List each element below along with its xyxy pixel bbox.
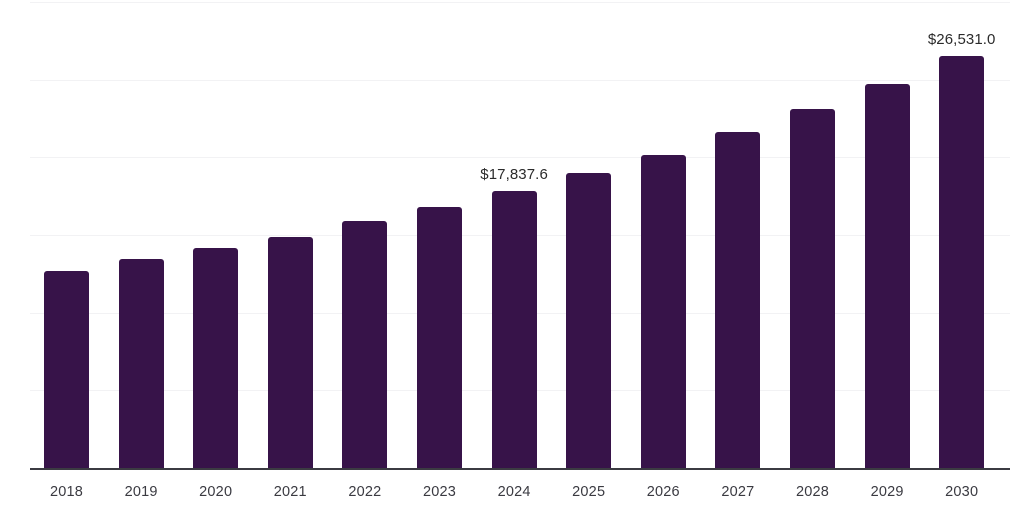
- bar-2020[interactable]: [193, 248, 239, 468]
- bar-2024[interactable]: [491, 190, 537, 468]
- bar-2028[interactable]: [790, 108, 835, 468]
- x-tick-label-2019: 2019: [124, 484, 158, 500]
- x-tick-label-2023: 2023: [422, 484, 457, 500]
- bar-2029[interactable]: [864, 83, 910, 468]
- x-tick-label-2024: 2024: [497, 484, 531, 500]
- bar-2021[interactable]: [267, 236, 313, 468]
- x-axis-line: [30, 468, 1010, 470]
- x-tick-label-2027: 2027: [721, 484, 755, 500]
- x-tick-label-2018: 2018: [49, 484, 84, 500]
- x-tick-label-2026: 2026: [646, 484, 680, 500]
- x-tick-label-2021: 2021: [273, 484, 307, 500]
- bar-2022[interactable]: [342, 220, 388, 468]
- bar-2026[interactable]: [640, 154, 686, 468]
- x-tick-label-2028: 2028: [795, 484, 830, 500]
- x-tick-label-2030: 2030: [945, 484, 979, 500]
- x-tick-label-2029: 2029: [870, 484, 904, 500]
- bar-2018[interactable]: [44, 270, 89, 468]
- x-tick-label-2020: 2020: [199, 484, 233, 500]
- bar-2019[interactable]: [118, 259, 164, 468]
- bar-2025[interactable]: [566, 173, 612, 468]
- x-tick-label-2025: 2025: [572, 484, 606, 500]
- bar-2030[interactable]: [939, 55, 985, 468]
- bar-2027[interactable]: [715, 131, 761, 468]
- bar-2023[interactable]: [417, 207, 462, 468]
- bar-value-label-2024: $17,837.6: [480, 165, 548, 183]
- bar-value-label-2030: $26,531.0: [927, 30, 996, 48]
- x-tick-label-2022: 2022: [348, 484, 382, 500]
